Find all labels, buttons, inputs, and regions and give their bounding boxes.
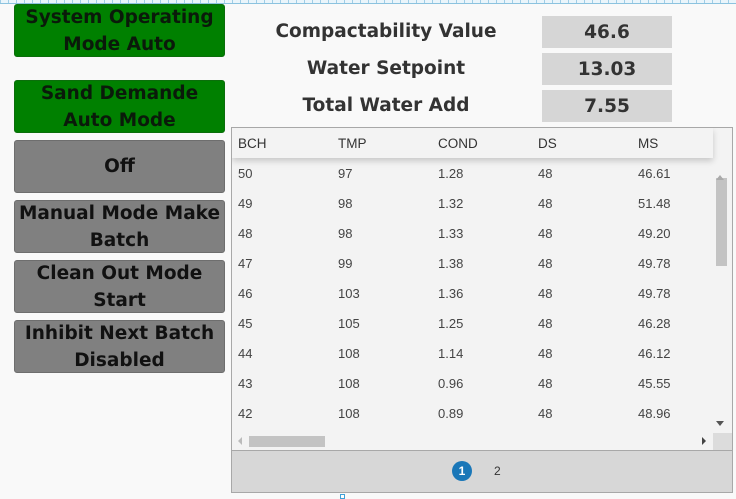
water-setpoint-value: 13.03 xyxy=(542,53,672,85)
cell-cond: 1.33 xyxy=(438,226,464,241)
cell-tmp: 105 xyxy=(338,316,360,331)
column-header-tmp[interactable]: TMP xyxy=(338,136,367,151)
table-row[interactable]: 42 108 0.89 48 48.96 xyxy=(232,406,713,436)
cell-cond: 0.89 xyxy=(438,406,464,421)
vertical-scrollbar[interactable] xyxy=(713,172,730,434)
cell-tmp: 98 xyxy=(338,226,353,241)
table-row[interactable]: 48 98 1.33 48 49.20 xyxy=(232,226,713,256)
cell-ms: 51.48 xyxy=(638,196,671,211)
scroll-down-arrow-icon[interactable] xyxy=(716,421,724,426)
cell-bch: 44 xyxy=(238,346,253,361)
cell-bch: 46 xyxy=(238,286,253,301)
off-button[interactable]: Off xyxy=(14,140,225,193)
water-setpoint-label: Water Setpoint xyxy=(306,58,466,79)
cell-tmp: 99 xyxy=(338,256,353,271)
horizontal-scrollbar[interactable] xyxy=(232,433,713,450)
cell-cond: 1.36 xyxy=(438,286,464,301)
scroll-up-arrow-icon[interactable] xyxy=(716,175,724,180)
ruler xyxy=(0,0,736,4)
cell-cond: 1.32 xyxy=(438,196,464,211)
clean-out-mode-button[interactable]: Clean Out Mode Start xyxy=(14,260,225,313)
cell-ms: 49.78 xyxy=(638,286,671,301)
vertical-scroll-thumb[interactable] xyxy=(716,178,727,266)
cell-ds: 48 xyxy=(538,406,553,421)
scroll-right-arrow-icon[interactable] xyxy=(702,437,706,445)
cell-ms: 46.28 xyxy=(638,316,671,331)
cell-ds: 48 xyxy=(538,286,553,301)
cell-cond: 0.96 xyxy=(438,376,464,391)
cell-tmp: 108 xyxy=(338,376,360,391)
cell-ds: 48 xyxy=(538,316,553,331)
cell-ms: 45.55 xyxy=(638,376,671,391)
cell-tmp: 108 xyxy=(338,406,360,421)
pagination: 1 2 xyxy=(232,450,732,492)
column-header-cond[interactable]: COND xyxy=(438,136,478,151)
scrollbar-corner xyxy=(713,433,732,450)
cell-bch: 42 xyxy=(238,406,253,421)
cell-cond: 1.14 xyxy=(438,346,464,361)
total-water-add-label: Total Water Add xyxy=(302,95,470,116)
sand-demand-mode-button[interactable]: Sand Demande Auto Mode xyxy=(14,80,225,133)
cell-bch: 50 xyxy=(238,166,253,181)
page-button-1[interactable]: 1 xyxy=(452,461,472,481)
table-row[interactable]: 44 108 1.14 48 46.12 xyxy=(232,346,713,376)
table-row[interactable]: 46 103 1.36 48 49.78 xyxy=(232,286,713,316)
cell-ms: 46.12 xyxy=(638,346,671,361)
inhibit-next-batch-button[interactable]: Inhibit Next Batch Disabled xyxy=(14,320,225,373)
resize-handle[interactable] xyxy=(340,494,345,499)
cell-cond: 1.38 xyxy=(438,256,464,271)
cell-tmp: 108 xyxy=(338,346,360,361)
cell-ms: 49.20 xyxy=(638,226,671,241)
cell-tmp: 103 xyxy=(338,286,360,301)
cell-bch: 49 xyxy=(238,196,253,211)
cell-ds: 48 xyxy=(538,346,553,361)
cell-ds: 48 xyxy=(538,376,553,391)
table-row[interactable]: 49 98 1.32 48 51.48 xyxy=(232,196,713,226)
total-water-add-value: 7.55 xyxy=(542,90,672,122)
cell-tmp: 97 xyxy=(338,166,353,181)
cell-ds: 48 xyxy=(538,226,553,241)
horizontal-scroll-thumb[interactable] xyxy=(249,436,325,447)
table-row[interactable]: 50 97 1.28 48 46.61 xyxy=(232,166,713,196)
cell-bch: 45 xyxy=(238,316,253,331)
table-row[interactable]: 47 99 1.38 48 49.78 xyxy=(232,256,713,286)
compactability-label: Compactability Value xyxy=(275,21,497,42)
cell-ms: 49.78 xyxy=(638,256,671,271)
cell-cond: 1.25 xyxy=(438,316,464,331)
cell-ds: 48 xyxy=(538,196,553,211)
cell-cond: 1.28 xyxy=(438,166,464,181)
page-button-2[interactable]: 2 xyxy=(494,464,501,478)
cell-tmp: 98 xyxy=(338,196,353,211)
column-header-ms[interactable]: MS xyxy=(638,136,659,151)
cell-bch: 48 xyxy=(238,226,253,241)
column-header-ds[interactable]: DS xyxy=(538,136,557,151)
manual-mode-make-batch-button[interactable]: Manual Mode Make Batch xyxy=(14,200,225,253)
cell-bch: 47 xyxy=(238,256,253,271)
compactability-value: 46.6 xyxy=(542,16,672,48)
cell-ms: 48.96 xyxy=(638,406,671,421)
cell-ds: 48 xyxy=(538,166,553,181)
cell-bch: 43 xyxy=(238,376,253,391)
column-header-bch[interactable]: BCH xyxy=(238,136,267,151)
batch-history-table: BCH TMP COND DS MS 50 97 1.28 48 46.61 4… xyxy=(231,127,733,493)
table-row[interactable]: 43 108 0.96 48 45.55 xyxy=(232,376,713,406)
cell-ds: 48 xyxy=(538,256,553,271)
cell-ms: 46.61 xyxy=(638,166,671,181)
scroll-left-arrow-icon[interactable] xyxy=(238,437,242,445)
table-row[interactable]: 45 105 1.25 48 46.28 xyxy=(232,316,713,346)
table-header: BCH TMP COND DS MS xyxy=(232,128,713,158)
system-operating-mode-button[interactable]: System Operating Mode Auto xyxy=(14,4,225,57)
